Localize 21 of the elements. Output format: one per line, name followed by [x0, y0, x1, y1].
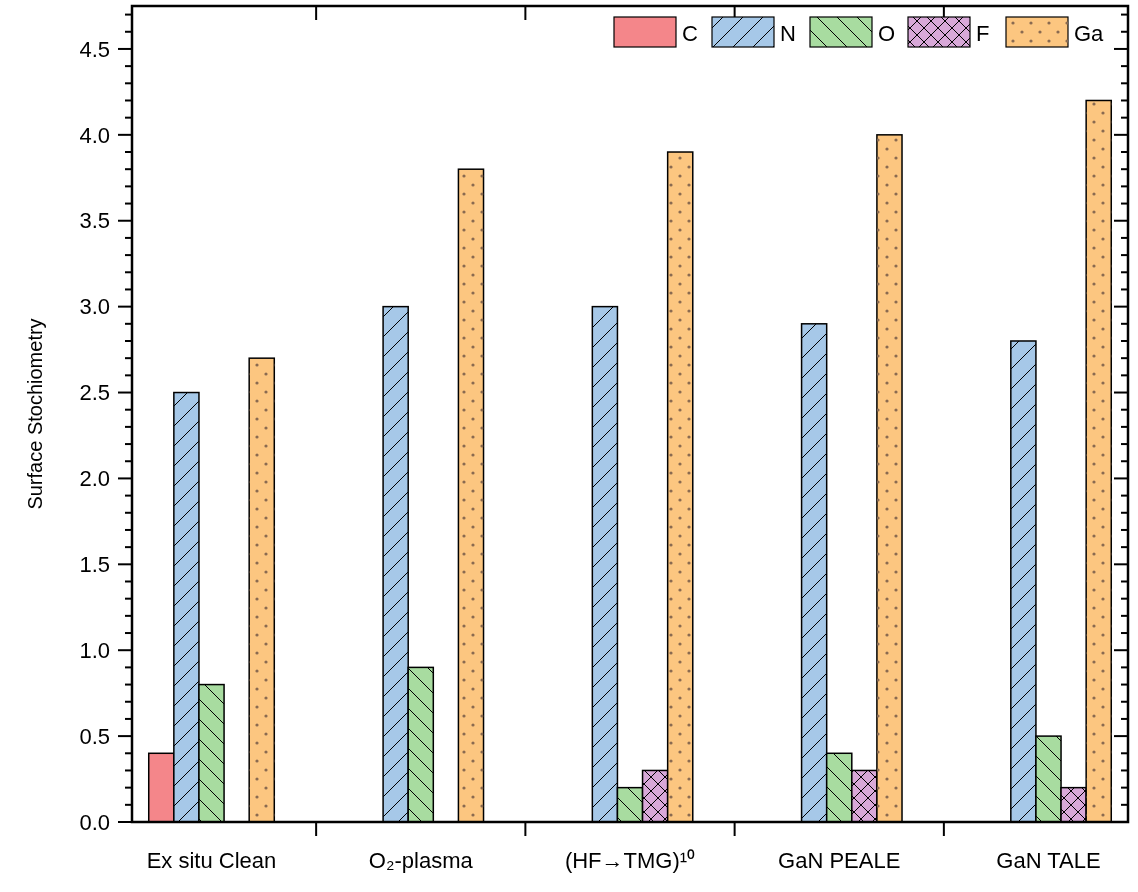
y-tick-label: 3.0	[79, 294, 110, 320]
x-tick-label: (HF→TMG)¹⁰	[564, 848, 696, 873]
legend-label: Ga	[1074, 20, 1105, 46]
y-axis-title: Surface Stochiometry	[24, 318, 46, 510]
x-tick-label: Ex situ Clean	[146, 848, 277, 873]
y-tick-label: 1.0	[79, 637, 110, 663]
y-tick-label: 0.5	[79, 723, 110, 749]
y-tick-label: 1.5	[79, 552, 110, 578]
y-tick-label: 0.0	[79, 809, 110, 835]
legend-label: N	[780, 20, 796, 46]
y-tick-label: 4.5	[79, 36, 110, 62]
y-tick-label: 2.5	[79, 380, 110, 406]
x-tick-label: GaN PEALE	[778, 848, 901, 873]
x-tick-label: GaN TALE	[996, 848, 1101, 873]
legend-label: F	[976, 20, 990, 46]
y-tick-label: 3.5	[79, 208, 110, 234]
y-tick-label: 4.0	[79, 122, 110, 148]
legend-label: O	[878, 20, 896, 46]
x-tick-label: O₂-plasma	[368, 848, 474, 873]
legend-label: C	[682, 20, 698, 46]
y-tick-label: 2.0	[79, 466, 110, 492]
